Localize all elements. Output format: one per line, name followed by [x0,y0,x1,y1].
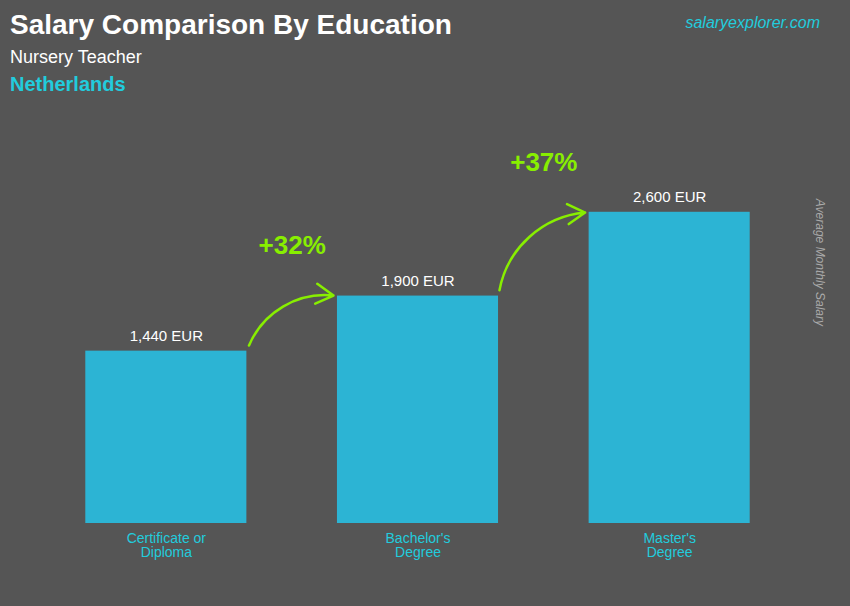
svg-text:Certificate orDiploma: Certificate orDiploma [127,530,207,560]
html-text:Nursery Teacher: Nursery Teacher [10,47,142,67]
svg-text:+32%: +32% [259,230,326,260]
html-text:Salary Comparison By Education: Salary Comparison By Education [10,9,452,40]
svg-text:2,600 EUR: 2,600 EUR [633,188,707,205]
svg-text:Average Monthly Salary: Average Monthly Salary [813,198,827,327]
svg-text:Master'sDegree: Master'sDegree [643,530,695,560]
svg-text:+37%: +37% [510,147,577,177]
html-text:salaryexplorer.com: salaryexplorer.com [685,14,820,31]
svg-text:1,900 EUR: 1,900 EUR [381,272,455,289]
svg-text:1,440 EUR: 1,440 EUR [130,327,204,344]
html-text:Netherlands: Netherlands [10,73,126,95]
svg-text:Bachelor'sDegree: Bachelor'sDegree [386,530,451,560]
